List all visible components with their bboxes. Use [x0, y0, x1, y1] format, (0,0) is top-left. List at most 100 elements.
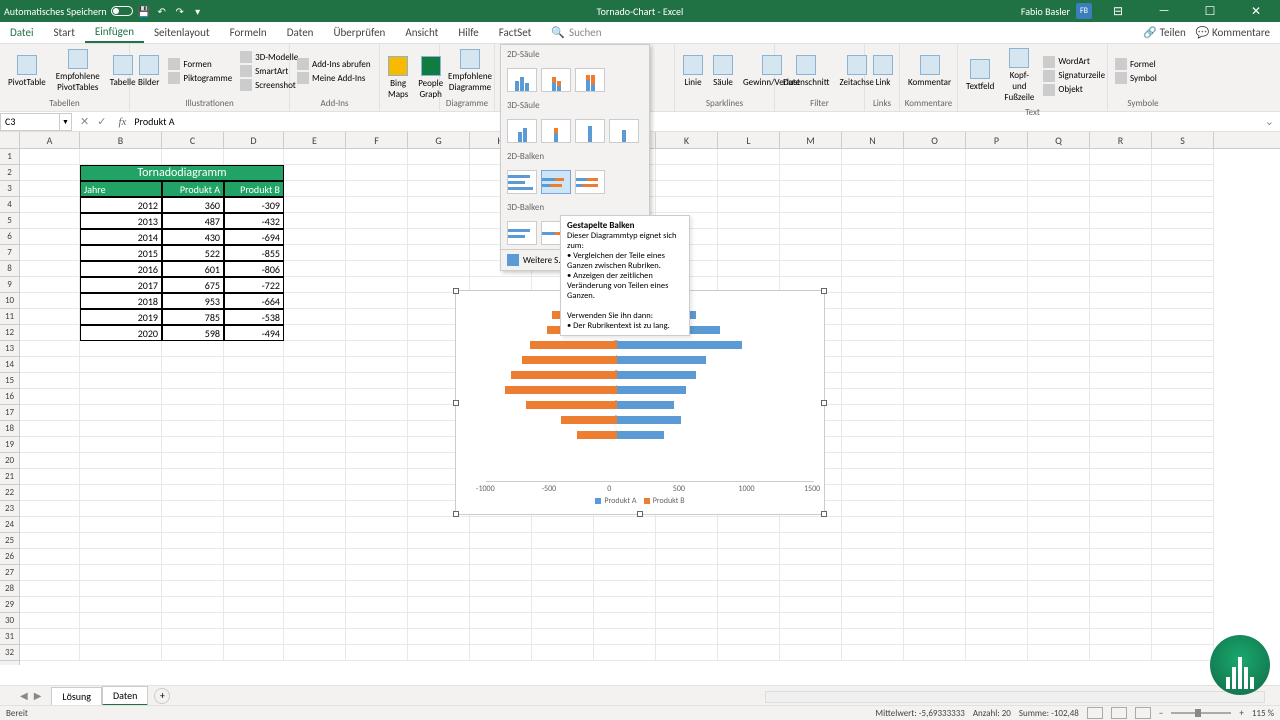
cell[interactable]	[1028, 341, 1090, 357]
cell[interactable]	[532, 581, 594, 597]
cell[interactable]: -538	[224, 309, 284, 325]
cell[interactable]	[162, 485, 224, 501]
cell[interactable]	[470, 533, 532, 549]
cell[interactable]	[1028, 645, 1090, 661]
cell[interactable]	[408, 261, 470, 277]
row-header[interactable]: 18	[0, 421, 19, 437]
cell[interactable]: 360	[162, 197, 224, 213]
cell[interactable]	[966, 597, 1028, 613]
cell[interactable]	[80, 421, 162, 437]
sheet-tab-daten[interactable]: Daten	[102, 686, 148, 706]
3d-clustered-column-option[interactable]	[507, 119, 537, 143]
cell[interactable]	[1028, 469, 1090, 485]
cell[interactable]	[20, 597, 80, 613]
cell[interactable]	[1090, 325, 1152, 341]
formula-button[interactable]: Formel	[1112, 57, 1160, 71]
zoom-slider[interactable]	[1171, 712, 1231, 714]
cell[interactable]	[842, 229, 904, 245]
cell[interactable]	[162, 597, 224, 613]
cell[interactable]: 598	[162, 325, 224, 341]
cell[interactable]	[408, 181, 470, 197]
cell[interactable]	[842, 453, 904, 469]
cell[interactable]	[1028, 309, 1090, 325]
cell[interactable]	[780, 213, 842, 229]
cell[interactable]	[80, 149, 162, 165]
cell[interactable]	[346, 373, 408, 389]
cell[interactable]	[346, 485, 408, 501]
cell[interactable]	[1090, 213, 1152, 229]
cell[interactable]	[284, 421, 346, 437]
row-header[interactable]: 25	[0, 533, 19, 549]
cell[interactable]	[966, 437, 1028, 453]
sheet-tab-losung[interactable]: Lösung	[51, 687, 102, 705]
cell[interactable]	[1152, 581, 1214, 597]
cell[interactable]	[470, 645, 532, 661]
cell[interactable]	[842, 533, 904, 549]
tab-formulas[interactable]: Formeln	[220, 22, 277, 43]
cell[interactable]	[1028, 501, 1090, 517]
cell[interactable]	[1090, 341, 1152, 357]
cell[interactable]	[80, 549, 162, 565]
cell[interactable]	[162, 389, 224, 405]
cell[interactable]	[966, 533, 1028, 549]
cell[interactable]	[780, 533, 842, 549]
cell[interactable]	[408, 581, 470, 597]
3d-100stacked-column-option[interactable]	[575, 119, 605, 143]
cell[interactable]	[80, 533, 162, 549]
cell[interactable]	[408, 549, 470, 565]
cell[interactable]	[346, 565, 408, 581]
cell[interactable]	[1090, 277, 1152, 293]
cell[interactable]	[656, 629, 718, 645]
cell[interactable]	[346, 453, 408, 469]
row-header[interactable]: 28	[0, 581, 19, 597]
cell[interactable]	[1090, 405, 1152, 421]
cell[interactable]	[224, 469, 284, 485]
cell[interactable]	[966, 517, 1028, 533]
cell[interactable]	[20, 341, 80, 357]
cell[interactable]	[594, 533, 656, 549]
cell[interactable]	[904, 229, 966, 245]
row-header[interactable]: 3	[0, 181, 19, 197]
headerfooter-button[interactable]: Kopf- und Fußzeile	[1000, 46, 1038, 105]
row-header[interactable]: 1	[0, 149, 19, 165]
cell[interactable]	[162, 373, 224, 389]
cell[interactable]	[966, 389, 1028, 405]
cell[interactable]: 430	[162, 229, 224, 245]
link-button[interactable]: Link	[869, 53, 897, 90]
sigline-button[interactable]: Signaturzeile	[1040, 69, 1108, 83]
cell[interactable]	[346, 501, 408, 517]
cell[interactable]	[224, 645, 284, 661]
toggle-icon[interactable]	[111, 6, 133, 16]
cell[interactable]	[20, 645, 80, 661]
cell[interactable]	[408, 197, 470, 213]
row-header[interactable]: 24	[0, 517, 19, 533]
cell[interactable]	[224, 533, 284, 549]
cell[interactable]	[966, 341, 1028, 357]
chart-handle[interactable]	[821, 288, 827, 294]
cell[interactable]	[1090, 309, 1152, 325]
cell[interactable]	[718, 245, 780, 261]
cell[interactable]	[842, 213, 904, 229]
cell[interactable]	[470, 613, 532, 629]
cell[interactable]	[346, 309, 408, 325]
cell[interactable]	[1090, 437, 1152, 453]
cell[interactable]	[842, 293, 904, 309]
cell[interactable]	[904, 309, 966, 325]
cell[interactable]	[346, 645, 408, 661]
cancel-formula-icon[interactable]: ✕	[80, 115, 89, 128]
cell[interactable]	[284, 341, 346, 357]
cell[interactable]	[842, 613, 904, 629]
recommended-charts-button[interactable]: Empfohlene Diagramme	[444, 47, 496, 95]
column-header[interactable]: P	[966, 132, 1028, 148]
myaddins-button[interactable]: Meine Add-Ins	[294, 71, 374, 85]
cell[interactable]	[780, 181, 842, 197]
chart-handle[interactable]	[453, 288, 459, 294]
cell[interactable]	[594, 645, 656, 661]
cell[interactable]	[284, 357, 346, 373]
cell[interactable]	[284, 581, 346, 597]
cell[interactable]	[842, 421, 904, 437]
cell[interactable]	[1090, 245, 1152, 261]
name-box-dropdown[interactable]: ▼	[60, 113, 72, 131]
cell[interactable]	[346, 165, 408, 181]
cell[interactable]	[80, 597, 162, 613]
